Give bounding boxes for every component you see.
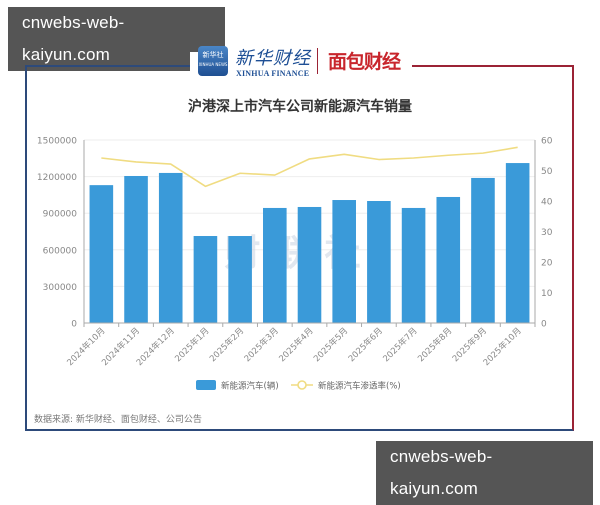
badge-label: 新华社 xyxy=(202,51,224,59)
y-right-tick-label: 30 xyxy=(541,228,553,238)
y-right-tick-label: 20 xyxy=(541,259,553,269)
chart-title: 沪港深上市汽车公司新能源汽车销量 xyxy=(188,99,412,115)
x-tick-label: 2025年2月 xyxy=(207,325,246,364)
combo-chart: 财联社 030000060000090000012000001500000010… xyxy=(37,137,553,392)
y-right-tick-label: 40 xyxy=(541,198,553,208)
bar xyxy=(89,185,114,323)
xinhua-finance-logo-cn: 新华财经 xyxy=(235,48,311,69)
bar-series xyxy=(89,163,530,323)
frame-right-border xyxy=(297,65,574,431)
bar xyxy=(401,207,426,323)
bar xyxy=(263,207,287,323)
y-left-tick-label: 1500000 xyxy=(37,137,77,147)
bar xyxy=(158,172,183,323)
penetration-rate-line xyxy=(101,146,518,188)
frame-left-border xyxy=(25,65,297,431)
y-right-tick-label: 60 xyxy=(541,137,553,147)
bar xyxy=(297,206,322,323)
y-right-tick-label: 0 xyxy=(541,320,547,330)
bar xyxy=(124,175,148,323)
x-tick-label: 2025年8月 xyxy=(415,325,454,364)
bar xyxy=(367,201,391,323)
line-series xyxy=(101,146,518,188)
x-tick-label: 2025年7月 xyxy=(381,325,420,364)
y-left-tick-label: 0 xyxy=(71,320,77,330)
xinhua-badge-logo: 新华社 XINHUA NEWS xyxy=(198,46,228,76)
x-tick-label: 2025年3月 xyxy=(242,325,281,364)
x-tick-label: 2025年6月 xyxy=(346,325,385,364)
x-tick-label: 2025年1月 xyxy=(173,325,212,364)
logo-separator xyxy=(317,48,318,74)
legend: 新能源汽车(辆) 新能源汽车渗透率(%) xyxy=(196,380,401,392)
bar xyxy=(436,196,461,323)
legend-line-marker xyxy=(297,380,307,390)
bar xyxy=(228,236,252,323)
legend-bar-swatch xyxy=(196,380,216,390)
y-left-tick-label: 300000 xyxy=(43,283,78,293)
bar xyxy=(505,163,530,323)
watermark-top: cnwebs-web-kaiyun.com xyxy=(8,7,225,71)
legend-line-label: 新能源汽车渗透率(%) xyxy=(318,381,401,392)
badge-sub: XINHUA NEWS xyxy=(198,62,228,67)
legend-bar-label: 新能源汽车(辆) xyxy=(221,381,279,392)
x-tick-label: 2025年5月 xyxy=(311,325,350,364)
y-right-tick-label: 10 xyxy=(541,289,553,299)
bar xyxy=(471,177,495,323)
y-left-tick-label: 1200000 xyxy=(37,173,77,183)
x-tick-label: 2025年4月 xyxy=(277,325,316,364)
mianbao-finance-logo: 面包财经 xyxy=(328,51,401,73)
y-right-tick-label: 50 xyxy=(541,167,553,177)
watermark-bottom: cnwebs-web-kaiyun.com xyxy=(376,441,593,505)
bar xyxy=(332,200,356,323)
data-source-note: 数据来源: 新华财经、面包财经、公司公告 xyxy=(34,415,202,425)
xinhua-finance-logo-en: XINHUA FINANCE xyxy=(236,69,310,78)
y-left-tick-label: 900000 xyxy=(43,210,78,220)
y-left-tick-label: 600000 xyxy=(43,246,78,256)
bar xyxy=(193,236,218,323)
